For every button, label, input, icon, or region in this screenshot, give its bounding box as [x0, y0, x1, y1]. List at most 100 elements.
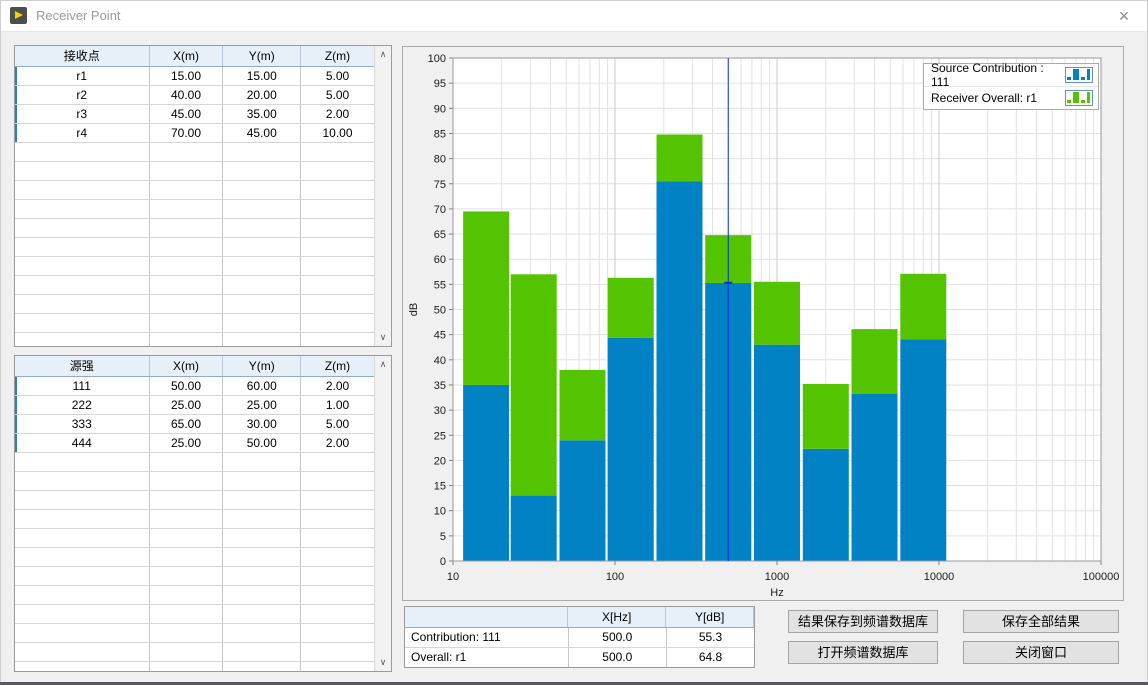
table-cell[interactable] — [301, 238, 375, 256]
table-cell[interactable] — [15, 219, 150, 237]
table-cell[interactable] — [223, 510, 301, 528]
table-cell[interactable]: 25.00 — [150, 396, 224, 414]
table-cell[interactable] — [150, 548, 224, 566]
scroll-down-icon[interactable]: ∨ — [375, 655, 391, 670]
table-cell[interactable] — [15, 624, 150, 642]
table-cell[interactable]: 40.00 — [150, 86, 224, 104]
table-cell[interactable] — [150, 453, 224, 471]
open-spectrum-db-button[interactable]: 打开频谱数据库 — [788, 641, 938, 664]
table-cell[interactable] — [150, 333, 224, 346]
receiver-table-scrollbar[interactable]: ∧ ∨ — [374, 46, 391, 346]
readout-value[interactable]: 500.0 — [569, 628, 667, 647]
table-cell[interactable]: 50.00 — [150, 377, 224, 395]
table-cell[interactable] — [301, 276, 375, 294]
table-cell[interactable] — [15, 529, 150, 547]
table-cell[interactable]: 60.00 — [223, 377, 301, 395]
table-cell[interactable]: 2.00 — [301, 434, 375, 452]
table-cell[interactable] — [150, 472, 224, 490]
table-cell[interactable]: 5.00 — [301, 86, 375, 104]
table-cell[interactable] — [223, 472, 301, 490]
table-cell[interactable] — [15, 453, 150, 471]
table-cell[interactable] — [301, 491, 375, 509]
table-cell[interactable]: 5.00 — [301, 415, 375, 433]
table-cell[interactable] — [150, 276, 224, 294]
table-cell[interactable] — [150, 143, 224, 161]
close-window-button[interactable]: 关闭窗口 — [963, 641, 1119, 664]
table-cell[interactable] — [150, 624, 224, 642]
table-cell[interactable] — [301, 624, 375, 642]
table-cell[interactable] — [150, 586, 224, 604]
table-cell[interactable] — [301, 510, 375, 528]
table-cell[interactable] — [223, 333, 301, 346]
table-cell[interactable] — [223, 257, 301, 275]
readout-value[interactable]: 500.0 — [569, 648, 667, 667]
table-cell[interactable] — [223, 567, 301, 585]
table-cell[interactable] — [223, 586, 301, 604]
table-cell[interactable]: 45.00 — [150, 105, 224, 123]
table-cell[interactable] — [223, 181, 301, 199]
table-cell[interactable]: 333 — [15, 415, 150, 433]
spectrum-chart[interactable]: 0510152025303540455055606570758085909510… — [403, 47, 1121, 598]
table-cell[interactable] — [150, 662, 224, 671]
table-cell[interactable] — [301, 143, 375, 161]
table-cell[interactable] — [301, 181, 375, 199]
table-cell[interactable] — [223, 276, 301, 294]
table-cell[interactable] — [15, 200, 150, 218]
table-cell[interactable] — [223, 605, 301, 623]
save-all-results-button[interactable]: 保存全部结果 — [963, 610, 1119, 633]
table-cell[interactable]: r3 — [15, 105, 150, 123]
table-cell[interactable]: 10.00 — [301, 124, 375, 142]
table-cell[interactable]: 30.00 — [223, 415, 301, 433]
table-cell[interactable] — [150, 257, 224, 275]
table-cell[interactable] — [150, 238, 224, 256]
table-cell[interactable] — [150, 567, 224, 585]
scroll-up-icon[interactable]: ∧ — [375, 357, 391, 372]
table-cell[interactable] — [15, 333, 150, 346]
table-cell[interactable] — [223, 238, 301, 256]
table-cell[interactable]: r1 — [15, 67, 150, 85]
table-cell[interactable] — [301, 643, 375, 661]
readout-value[interactable]: 64.8 — [667, 648, 754, 667]
table-cell[interactable] — [223, 162, 301, 180]
scroll-up-icon[interactable]: ∧ — [375, 47, 391, 62]
table-cell[interactable] — [223, 662, 301, 671]
table-cell[interactable] — [15, 643, 150, 661]
table-cell[interactable] — [301, 662, 375, 671]
table-cell[interactable]: 65.00 — [150, 415, 224, 433]
table-cell[interactable] — [15, 295, 150, 313]
table-cell[interactable] — [223, 643, 301, 661]
table-cell[interactable] — [150, 529, 224, 547]
table-cell[interactable] — [301, 586, 375, 604]
table-cell[interactable]: 1.00 — [301, 396, 375, 414]
legend-item-contribution[interactable]: Source Contribution : 111 — [924, 64, 1098, 86]
table-cell[interactable] — [15, 276, 150, 294]
readout-value[interactable]: 55.3 — [667, 628, 754, 647]
table-cell[interactable]: r2 — [15, 86, 150, 104]
table-cell[interactable] — [150, 314, 224, 332]
table-cell[interactable] — [301, 314, 375, 332]
table-cell[interactable] — [301, 548, 375, 566]
table-cell[interactable]: 444 — [15, 434, 150, 452]
table-cell[interactable] — [223, 453, 301, 471]
table-cell[interactable] — [150, 162, 224, 180]
table-cell[interactable] — [15, 491, 150, 509]
table-cell[interactable] — [223, 143, 301, 161]
table-cell[interactable] — [223, 548, 301, 566]
table-cell[interactable]: 15.00 — [223, 67, 301, 85]
table-cell[interactable] — [15, 548, 150, 566]
table-cell[interactable] — [301, 529, 375, 547]
table-cell[interactable]: 15.00 — [150, 67, 224, 85]
table-cell[interactable]: 25.00 — [223, 396, 301, 414]
table-cell[interactable] — [15, 238, 150, 256]
table-cell[interactable]: 45.00 — [223, 124, 301, 142]
table-cell[interactable]: 2.00 — [301, 377, 375, 395]
table-cell[interactable]: 50.00 — [223, 434, 301, 452]
table-cell[interactable] — [150, 219, 224, 237]
table-cell[interactable] — [15, 143, 150, 161]
table-cell[interactable] — [301, 219, 375, 237]
table-cell[interactable] — [15, 162, 150, 180]
table-cell[interactable]: 25.00 — [150, 434, 224, 452]
table-cell[interactable]: r4 — [15, 124, 150, 142]
save-to-spectrum-db-button[interactable]: 结果保存到频谱数据库 — [788, 610, 938, 633]
table-cell[interactable] — [301, 162, 375, 180]
